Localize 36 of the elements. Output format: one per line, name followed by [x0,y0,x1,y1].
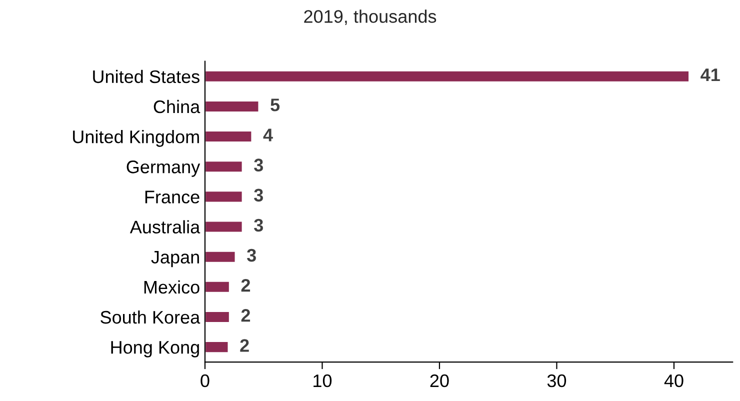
data-label: 3 [254,218,263,232]
y-tick-label: France [145,190,200,204]
bar [204,100,260,113]
bar [204,220,244,234]
y-tick-label: Japan [151,250,199,268]
bar [204,250,236,264]
x-tick-label: 0 [200,374,210,388]
bar [204,160,244,174]
y-tick-label: South Korea [100,310,200,324]
bar [204,70,690,83]
bar [204,340,230,354]
data-label: 2 [241,278,250,292]
bar [204,280,230,294]
bar [204,190,244,204]
data-label: 3 [254,158,263,172]
data-label: 3 [254,188,263,202]
x-tick-label: 10 [314,374,332,388]
chart-title: 2019, thousands [304,10,436,26]
data-label: 41 [700,68,720,82]
y-tick-label: China [154,100,200,114]
x-tick-label: 30 [547,374,566,388]
y-tick-label: United States [93,70,200,84]
data-label: 2 [241,309,250,322]
x-tick-label: 40 [664,374,684,388]
bar [204,310,230,324]
y-tick-label: Australia [130,220,200,234]
data-label: 3 [246,248,256,262]
data-label: 4 [263,128,273,142]
data-label: 2 [240,339,249,352]
y-tick-label: Germany [126,160,200,177]
y-tick-label: Hong Kong [111,341,199,358]
bar [204,130,253,143]
y-tick-label: United Kingdom [73,130,199,147]
y-tick-label: Mexico [144,280,200,294]
data-label: 5 [270,98,280,112]
x-tick-label: 20 [430,374,449,388]
